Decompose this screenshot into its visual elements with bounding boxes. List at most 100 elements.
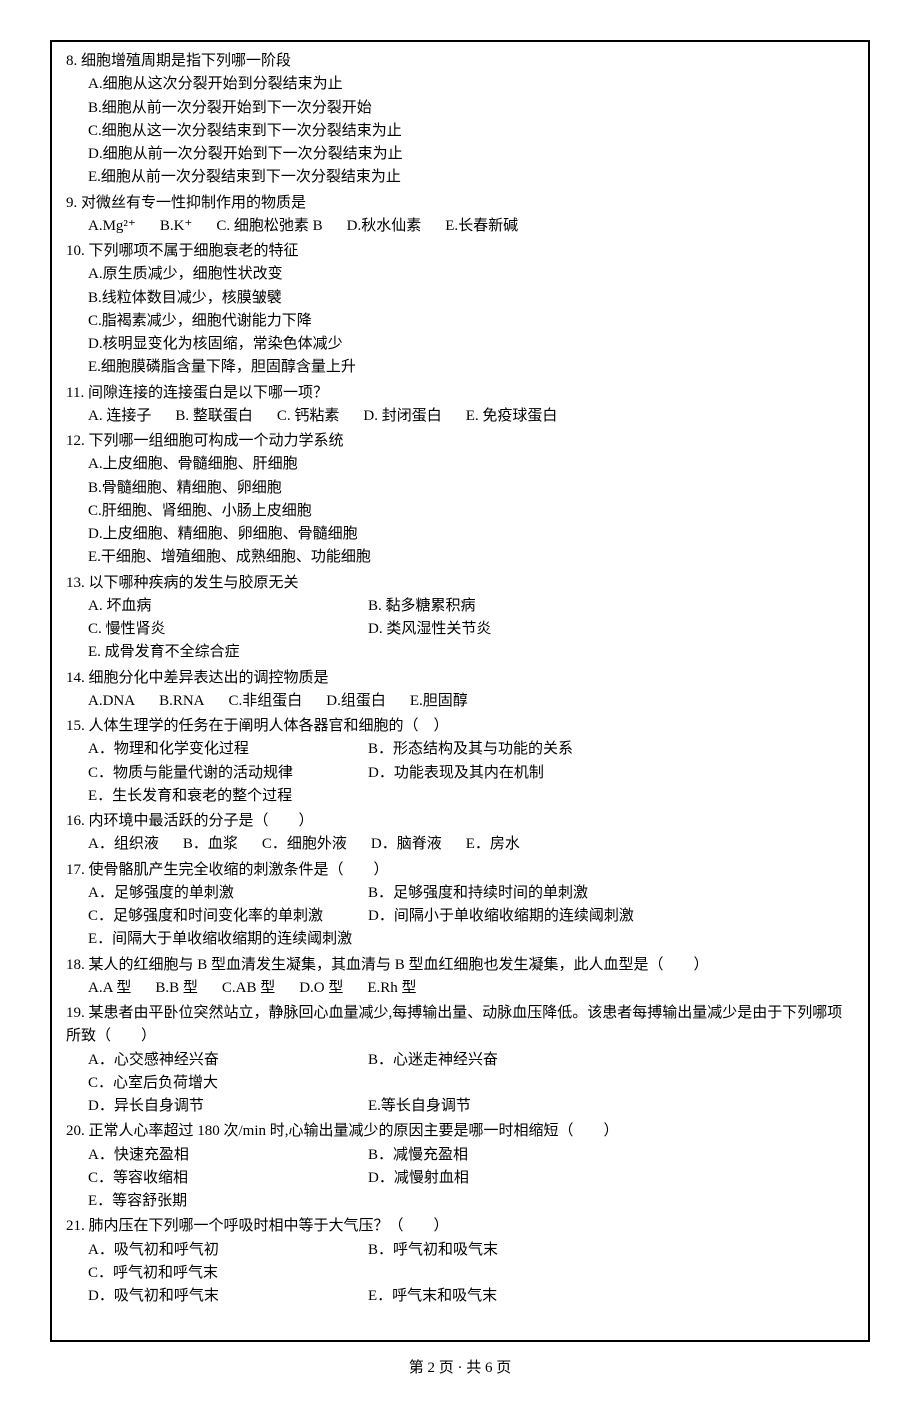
- question-options-row: A.DNA B.RNA C.非组蛋白 D.组蛋白 E.胆固醇: [66, 690, 854, 713]
- question-options-row: A．组织液B．血浆C．细胞外液D．脑脊液E．房水: [66, 833, 854, 856]
- page-frame: 8. 细胞增殖周期是指下列哪一阶段A.细胞从这次分裂开始到分裂结束为止B.细胞从…: [50, 40, 870, 1342]
- question-stem: 11. 间隙连接的连接蛋白是以下哪一项？: [66, 382, 854, 405]
- question-18: 18. 某人的红细胞与 B 型血清发生凝集，其血清与 B 型血红细胞也发生凝集，…: [66, 954, 854, 1001]
- question-option: B.RNA: [159, 690, 204, 713]
- question-option: E．等容舒张期: [88, 1190, 368, 1213]
- question-stem: 20. 正常人心率超过 180 次/min 时,心输出量减少的原因主要是哪一时相…: [66, 1120, 854, 1143]
- question-options-row: C．物质与能量代谢的活动规律D．功能表现及其内在机制: [66, 762, 854, 785]
- question-option: D.组蛋白: [326, 690, 386, 713]
- question-option: D．功能表现及其内在机制: [368, 762, 648, 785]
- question-9: 9. 对微丝有专一性抑制作用的物质是A.Mg²⁺B.K⁺C. 细胞松弛素 BD.…: [66, 192, 854, 239]
- page-footer: 第 2 页 · 共 6 页: [50, 1356, 870, 1377]
- question-options-row: E．间隔大于单收缩收缩期的连续阈刺激: [66, 928, 854, 951]
- question-option: C．等容收缩相: [88, 1167, 368, 1190]
- question-option: B．足够强度和持续时间的单刺激: [368, 882, 648, 905]
- question-17: 17. 使骨骼肌产生完全收缩的刺激条件是（ ）A．足够强度的单刺激B．足够强度和…: [66, 859, 854, 952]
- question-option: A．物理和化学变化过程: [88, 738, 368, 761]
- question-option: D. 类风湿性关节炎: [368, 618, 648, 641]
- question-option: B.K⁺: [160, 215, 193, 238]
- question-option: E.细胞膜磷脂含量下降，胆固醇含量上升: [66, 356, 854, 379]
- question-option: C.AB 型: [222, 977, 275, 1000]
- question-options-row: A．快速充盈相B．减慢充盈相C．等容收缩相D．减慢射血相: [66, 1144, 854, 1191]
- question-option: D．间隔小于单收缩收缩期的连续阈刺激: [368, 905, 648, 928]
- question-option: E.干细胞、增殖细胞、成熟细胞、功能细胞: [66, 546, 854, 569]
- question-option: E.胆固醇: [410, 690, 468, 713]
- question-option: A．快速充盈相: [88, 1144, 368, 1167]
- question-option: E．呼气末和吸气末: [368, 1285, 648, 1308]
- question-option: B．血浆: [183, 833, 238, 856]
- question-option: E.细胞从前一次分裂结束到下一次分裂结束为止: [66, 166, 854, 189]
- question-19: 19. 某患者由平卧位突然站立，静脉回心血量减少,每搏输出量、动脉血压降低。该患…: [66, 1002, 854, 1118]
- question-option: C．呼气初和呼气末: [88, 1262, 368, 1285]
- question-options-row: A. 坏血病B. 黏多糖累积病C. 慢性肾炎D. 类风湿性关节炎: [66, 595, 854, 642]
- question-option: A．组织液: [88, 833, 159, 856]
- question-stem: 17. 使骨骼肌产生完全收缩的刺激条件是（ ）: [66, 859, 854, 882]
- question-options-row: A.Mg²⁺B.K⁺C. 细胞松弛素 BD.秋水仙素E.长春新碱: [66, 215, 854, 238]
- question-option: A.细胞从这次分裂开始到分裂结束为止: [66, 73, 854, 96]
- question-option: C. 细胞松弛素 B: [216, 215, 322, 238]
- question-option: C. 慢性肾炎: [88, 618, 368, 641]
- question-options-row: E. 成骨发育不全综合症: [66, 641, 854, 664]
- question-option: C．细胞外液: [262, 833, 347, 856]
- question-option: D．吸气初和呼气末: [88, 1285, 368, 1308]
- question-option: C．足够强度和时间变化率的单刺激: [88, 905, 368, 928]
- question-option: A.上皮细胞、骨髓细胞、肝细胞: [66, 453, 854, 476]
- question-options-row: A. 连接子B. 整联蛋白C. 钙粘素D. 封闭蛋白E. 免疫球蛋白: [66, 405, 854, 428]
- question-options-row: C．足够强度和时间变化率的单刺激D．间隔小于单收缩收缩期的连续阈刺激: [66, 905, 854, 928]
- question-options-row: A．吸气初和呼气初B．呼气初和吸气末C．呼气初和呼气末: [66, 1239, 854, 1286]
- question-21: 21. 肺内压在下列哪一个呼吸时相中等于大气压？（ ）A．吸气初和呼气初B．呼气…: [66, 1215, 854, 1308]
- question-option: E.Rh 型: [367, 977, 416, 1000]
- question-option: A．吸气初和呼气初: [88, 1239, 368, 1262]
- question-10: 10. 下列哪项不属于细胞衰老的特征A.原生质减少，细胞性状改变B.线粒体数目减…: [66, 240, 854, 380]
- question-stem: 18. 某人的红细胞与 B 型血清发生凝集，其血清与 B 型血红细胞也发生凝集，…: [66, 954, 854, 977]
- question-option: A．心交感神经兴奋: [88, 1049, 368, 1072]
- question-stem: 15. 人体生理学的任务在于阐明人体各器官和细胞的（ ）: [66, 715, 854, 738]
- question-stem: 14. 细胞分化中差异表达出的调控物质是: [66, 667, 854, 690]
- question-option: C．物质与能量代谢的活动规律: [88, 762, 368, 785]
- question-11: 11. 间隙连接的连接蛋白是以下哪一项？A. 连接子B. 整联蛋白C. 钙粘素D…: [66, 382, 854, 429]
- question-16: 16. 内环境中最活跃的分子是（ ）A．组织液B．血浆C．细胞外液D．脑脊液E．…: [66, 810, 854, 857]
- question-option: A.DNA: [88, 690, 135, 713]
- question-option: D．异长自身调节: [88, 1095, 368, 1118]
- question-option: B．心迷走神经兴奋: [368, 1049, 648, 1072]
- question-option: B. 黏多糖累积病: [368, 595, 648, 618]
- question-option: A. 坏血病: [88, 595, 368, 618]
- question-options-row: E．等容舒张期: [66, 1190, 854, 1213]
- question-option: C.细胞从这一次分裂结束到下一次分裂结束为止: [66, 120, 854, 143]
- question-option: B. 整联蛋白: [175, 405, 253, 428]
- question-options-row: D．异长自身调节E.等长自身调节: [66, 1095, 854, 1118]
- question-option: C. 钙粘素: [277, 405, 340, 428]
- question-14: 14. 细胞分化中差异表达出的调控物质是A.DNA B.RNA C.非组蛋白 D.组蛋…: [66, 667, 854, 714]
- question-options-row: E．生长发育和衰老的整个过程: [66, 785, 854, 808]
- question-option: B.细胞从前一次分裂开始到下一次分裂开始: [66, 97, 854, 120]
- question-stem: 13. 以下哪种疾病的发生与胶原无关: [66, 572, 854, 595]
- question-options-row: A.A 型B.B 型C.AB 型D.O 型E.Rh 型: [66, 977, 854, 1000]
- question-option: D.核明显变化为核固缩，常染色体减少: [66, 333, 854, 356]
- question-option: D. 封闭蛋白: [363, 405, 441, 428]
- question-option: B．呼气初和吸气末: [368, 1239, 648, 1262]
- question-option: C.脂褐素减少，细胞代谢能力下降: [66, 310, 854, 333]
- question-option: E．间隔大于单收缩收缩期的连续阈刺激: [88, 928, 368, 951]
- question-stem: 16. 内环境中最活跃的分子是（ ）: [66, 810, 854, 833]
- question-option: C.非组蛋白: [229, 690, 303, 713]
- question-option: A.原生质减少，细胞性状改变: [66, 263, 854, 286]
- question-option: C.肝细胞、肾细胞、小肠上皮细胞: [66, 500, 854, 523]
- question-stem: 19. 某患者由平卧位突然站立，静脉回心血量减少,每搏输出量、动脉血压降低。该患…: [66, 1002, 854, 1049]
- question-option: E.等长自身调节: [368, 1095, 648, 1118]
- question-option: D．减慢射血相: [368, 1167, 648, 1190]
- question-option: A.Mg²⁺: [88, 215, 136, 238]
- question-stem: 21. 肺内压在下列哪一个呼吸时相中等于大气压？（ ）: [66, 1215, 854, 1238]
- question-option: B．减慢充盈相: [368, 1144, 648, 1167]
- question-option: B．形态结构及其与功能的关系: [368, 738, 648, 761]
- question-stem: 9. 对微丝有专一性抑制作用的物质是: [66, 192, 854, 215]
- question-stem: 12. 下列哪一组细胞可构成一个动力学系统: [66, 430, 854, 453]
- question-options-row: A．心交感神经兴奋B．心迷走神经兴奋C．心室后负荷增大: [66, 1049, 854, 1096]
- question-option: E．房水: [466, 833, 520, 856]
- question-option: D.上皮细胞、精细胞、卵细胞、骨髓细胞: [66, 523, 854, 546]
- question-13: 13. 以下哪种疾病的发生与胶原无关A. 坏血病B. 黏多糖累积病C. 慢性肾炎…: [66, 572, 854, 665]
- question-options-row: D．吸气初和呼气末E．呼气末和吸气末: [66, 1285, 854, 1308]
- question-8: 8. 细胞增殖周期是指下列哪一阶段A.细胞从这次分裂开始到分裂结束为止B.细胞从…: [66, 50, 854, 190]
- question-option: E. 免疫球蛋白: [466, 405, 558, 428]
- question-option: D.O 型: [299, 977, 343, 1000]
- question-stem: 10. 下列哪项不属于细胞衰老的特征: [66, 240, 854, 263]
